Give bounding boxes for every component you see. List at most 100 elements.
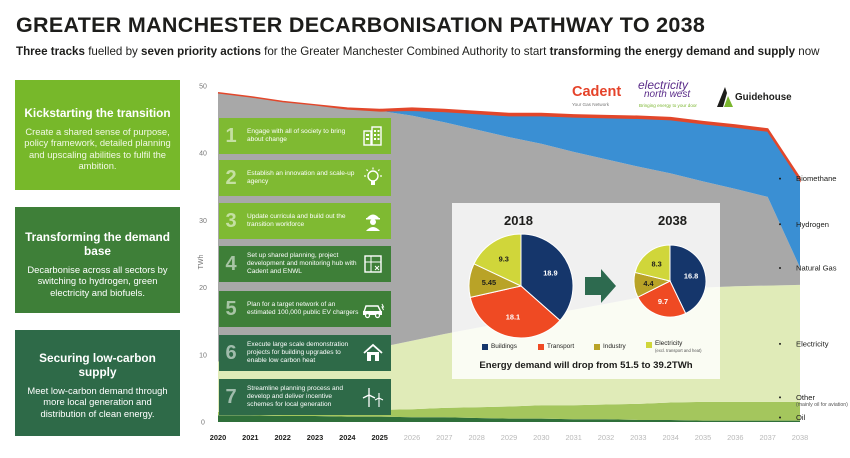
y-tick-label: 50 xyxy=(199,84,207,91)
x-tick-label: 2036 xyxy=(727,433,743,442)
track-kickstarting: Kickstarting the transition Create a sha… xyxy=(15,80,180,190)
track-transforming: Transforming the demand base Decarbonise… xyxy=(15,207,180,313)
legend-transport: Transport xyxy=(538,343,574,350)
pies-svg: 18.9 18.1 5.45 9.3 16.8 9.7 4.4 8.3 xyxy=(468,233,707,339)
x-tick-label: 2038 xyxy=(792,433,808,442)
x-tick-label: 2028 xyxy=(468,433,484,442)
series-marker xyxy=(779,266,781,269)
action-number: 4 xyxy=(225,252,237,275)
y-tick-label: 10 xyxy=(199,352,207,359)
legend-electricity: Electricity (excl. transport and heat) xyxy=(646,340,702,354)
x-tick-label: 2035 xyxy=(695,433,711,442)
pie-2018-title: 2018 xyxy=(504,213,533,228)
demand-inset: 2018 2038 18.9 18.1 5.45 9.3 16.8 9.7 4.4 8.3 … xyxy=(452,203,720,379)
y-tick-label: 20 xyxy=(199,285,207,292)
x-tick-label: 2026 xyxy=(404,433,420,442)
y-tick-label: 0 xyxy=(201,420,205,427)
series-label: Electricity xyxy=(796,339,829,348)
wind-turbine-icon xyxy=(360,384,386,410)
y-tick-label: 30 xyxy=(199,218,207,225)
cadent-tagline: Your Gas Network xyxy=(572,102,610,107)
subtitle-part: for the Greater Manchester Combined Auth… xyxy=(260,45,550,58)
track-description: Decarbonise across all sectors by switch… xyxy=(27,264,168,298)
action-text: Execute large scale demonstration projec… xyxy=(247,341,349,364)
arrow-icon xyxy=(585,269,616,303)
area-biomethane xyxy=(217,91,801,183)
enw-logo: electricity north west xyxy=(638,79,691,100)
series-label: Natural Gas xyxy=(796,263,837,272)
blueprint-icon xyxy=(360,251,386,277)
x-tick-label: 2034 xyxy=(662,433,678,442)
action-5: 5 Plan for a target network of an estima… xyxy=(219,291,391,327)
pie-slice-electricity xyxy=(473,233,522,287)
area-label-layer: Oil Other(mainly oil for aviation) Electri… xyxy=(779,174,848,422)
subtitle-part: seven priority actions xyxy=(141,45,261,58)
area-other xyxy=(218,401,800,421)
pie-2038-title: 2038 xyxy=(658,213,687,228)
legend-sublabel: (excl. transport and heat) xyxy=(655,348,702,353)
subtitle-part: now xyxy=(795,45,820,58)
action-text: Set up shared planning, project developm… xyxy=(247,252,357,275)
legend-label: Industry xyxy=(603,343,626,350)
series-label: Oil xyxy=(796,413,806,422)
series-marker xyxy=(779,223,781,226)
buildings-icon xyxy=(360,123,386,149)
pie-data-label: 16.8 xyxy=(684,272,698,281)
x-tick-label: 2027 xyxy=(436,433,452,442)
page-title: GREATER MANCHESTER DECARBONISATION PATHW… xyxy=(16,13,706,37)
lightbulb-icon xyxy=(360,165,386,191)
pie-slice-transport xyxy=(469,285,561,339)
legend-label-group: Electricity (excl. transport and heat) xyxy=(655,340,702,354)
y-tick-label: 40 xyxy=(199,151,207,158)
x-tick-label: 2032 xyxy=(598,433,614,442)
track-title: Securing low-carbon supply xyxy=(39,351,156,379)
pie-data-label: 5.45 xyxy=(482,278,496,287)
pie-data-label: 9.7 xyxy=(658,297,668,306)
guidehouse-logo: Guidehouse xyxy=(735,92,792,103)
track-description: Create a shared sense of purpose, policy… xyxy=(24,126,171,172)
action-3: 3 Update curricula and build out the tra… xyxy=(219,203,391,239)
page-subtitle: Three tracks fuelled by seven priority a… xyxy=(16,45,846,58)
legend-swatch xyxy=(538,343,544,350)
action-number: 1 xyxy=(225,124,237,147)
enw-logo-line2: north west xyxy=(644,89,691,100)
series-marker xyxy=(779,342,781,345)
action-text: Update curricula and build out the trans… xyxy=(247,213,346,228)
pie-data-label: 8.3 xyxy=(652,260,662,269)
series-sublabel: (mainly oil for aviation) xyxy=(796,402,848,408)
ev-car-icon xyxy=(360,296,386,322)
pie-data-label: 18.9 xyxy=(543,268,557,277)
action-6: 6 Execute large scale demonstration proj… xyxy=(219,335,391,371)
pie-slice-electricity xyxy=(634,244,671,282)
action-number: 5 xyxy=(225,297,237,320)
subtitle-part: transforming the energy demand and suppl… xyxy=(549,45,796,58)
legend-label: Buildings xyxy=(491,343,517,350)
action-number: 3 xyxy=(225,209,237,232)
legend-buildings: Buildings xyxy=(482,343,517,350)
pie-2038: 16.8 9.7 4.4 8.3 xyxy=(633,244,707,318)
action-text: Streamline planning process and develop … xyxy=(247,385,344,408)
action-1: 1 Engage with all of society to bring ab… xyxy=(219,118,391,154)
pie-data-label: 9.3 xyxy=(499,254,509,263)
pie-slice-transport xyxy=(637,280,687,318)
inset-caption: Energy demand will drop from 51.5 to 39.… xyxy=(479,360,693,371)
x-tick-label: 2021 xyxy=(242,433,258,442)
pie-2018: 18.9 18.1 5.45 9.3 xyxy=(468,233,574,339)
legend-swatch xyxy=(646,342,652,348)
enw-tagline: Bringing energy to your door xyxy=(639,103,697,108)
track-description: Meet low-carbon demand through more loca… xyxy=(27,385,168,419)
house-icon xyxy=(360,340,386,366)
pie-data-label: 4.4 xyxy=(643,279,654,288)
action-text: Engage with all of society to bring abou… xyxy=(247,128,346,143)
pie-slice-buildings xyxy=(520,233,574,322)
legend-industry: Industry xyxy=(594,343,626,350)
series-marker xyxy=(779,177,781,180)
action-number: 7 xyxy=(225,385,237,408)
guidehouse-mark-icon xyxy=(717,87,733,107)
area-hydrogen xyxy=(218,92,800,268)
x-tick-label: 2023 xyxy=(307,433,323,442)
series-label: Other xyxy=(796,393,815,402)
legend-label: Electricity xyxy=(655,340,683,347)
series-label: Hydrogen xyxy=(796,220,829,229)
